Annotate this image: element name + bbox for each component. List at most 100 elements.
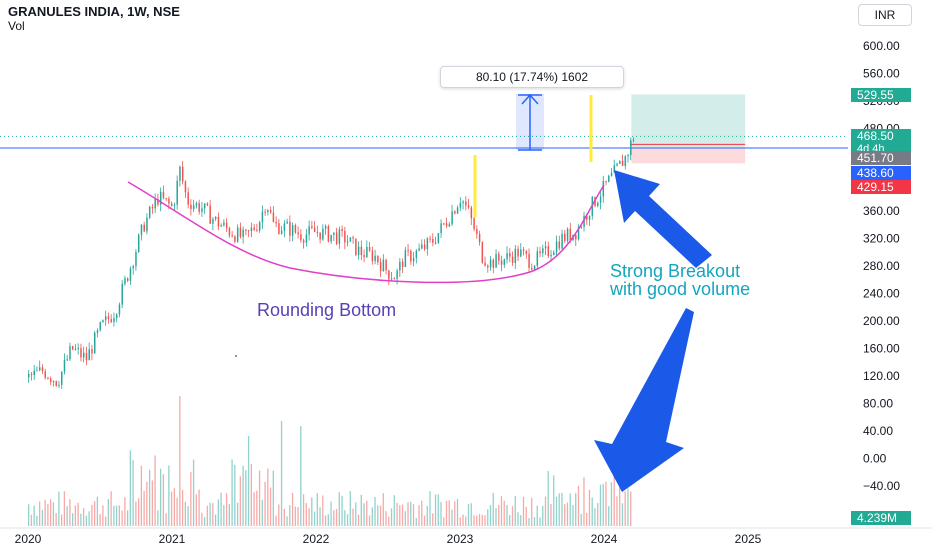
last-price-tag: 468.50 <box>851 129 911 143</box>
symbol-title[interactable]: GRANULES INDIA, 1W, NSE <box>8 4 180 19</box>
candle-body <box>346 241 349 243</box>
candle-body <box>275 221 277 224</box>
volume-bar <box>187 506 189 526</box>
volume-bar <box>28 504 30 526</box>
candle-body <box>550 254 552 257</box>
volume-bar <box>217 499 219 526</box>
volume-bar <box>454 501 456 526</box>
candle-body <box>605 180 607 182</box>
candle-body <box>432 238 434 243</box>
candle-body <box>360 246 363 256</box>
volume-bar <box>437 494 439 526</box>
volume-bar <box>85 515 88 526</box>
volume-bar <box>198 489 200 526</box>
volume-bar <box>102 505 104 526</box>
candle-body <box>517 248 519 257</box>
candle-body <box>283 223 286 231</box>
candle-body <box>124 278 126 284</box>
volume-bar <box>60 514 63 526</box>
candle-body <box>214 216 217 219</box>
rounding-bottom-curve <box>127 181 605 284</box>
candle-body <box>80 348 82 358</box>
volume-bar <box>190 472 192 526</box>
candle-body <box>55 381 57 386</box>
candle-body <box>481 242 484 263</box>
candle-body <box>470 207 473 219</box>
volume-bar <box>322 495 324 526</box>
candle-body <box>390 278 393 280</box>
candle-body <box>113 318 115 323</box>
candle-body <box>322 228 324 240</box>
x-tick-label: 2022 <box>303 532 330 546</box>
candle-body <box>588 215 591 220</box>
volume-bar <box>300 426 302 526</box>
volume-bar <box>443 517 445 526</box>
volume-bar <box>82 508 85 526</box>
volume-bar <box>544 496 547 526</box>
candle-body <box>500 260 503 265</box>
candle-body <box>520 249 522 257</box>
volume-bar <box>333 510 335 526</box>
volume-bar <box>410 501 412 526</box>
volume-bar <box>555 496 558 526</box>
candle-body <box>36 370 38 372</box>
volume-bar <box>179 396 181 526</box>
volume-bar <box>154 455 156 526</box>
volume-bar <box>473 515 475 526</box>
volume-bar <box>484 515 486 526</box>
volume-bar <box>104 516 107 526</box>
volume-bar <box>129 450 132 526</box>
candle-body <box>399 261 401 271</box>
currency-button[interactable]: INR <box>858 4 912 26</box>
candle-body <box>217 216 220 227</box>
volume-bar <box>349 491 351 526</box>
volume-bar <box>286 516 288 526</box>
candle-body <box>220 225 222 227</box>
volume-bar <box>561 492 563 526</box>
candle-body <box>66 359 68 361</box>
volume-bar <box>613 468 615 526</box>
candle-body <box>349 237 352 242</box>
volume-bar <box>124 497 126 526</box>
candle-body <box>170 203 173 206</box>
volume-bar <box>583 477 585 526</box>
volume-bar <box>223 505 225 526</box>
volume-bar <box>399 505 401 526</box>
candle-body <box>338 229 341 244</box>
volume-bar <box>118 505 121 526</box>
volume-bar <box>91 504 93 526</box>
volume-bar <box>253 492 255 526</box>
y-tick-label: 560.00 <box>863 67 900 81</box>
candle-body <box>239 227 242 237</box>
volume-bar <box>465 516 467 526</box>
volume-bar <box>536 505 538 526</box>
volume-bar <box>162 474 165 526</box>
volume-bar <box>267 468 269 526</box>
candle-body <box>363 255 365 258</box>
x-tick-label: 2023 <box>447 532 474 546</box>
volume-bar <box>564 504 566 526</box>
volume-bar <box>467 504 470 526</box>
volume-bar <box>225 493 228 526</box>
candle-body <box>341 229 343 231</box>
volume-bar <box>495 507 497 526</box>
candle-body <box>473 218 475 230</box>
candle-body <box>291 225 294 236</box>
volume-bar <box>148 469 151 526</box>
candle-body <box>621 160 624 167</box>
level-gray-tag: 451.70 <box>851 151 911 165</box>
candle-body <box>630 140 632 156</box>
volume-bar <box>33 505 35 526</box>
annotation-breakout: Strong Breakout with good volume <box>610 262 750 298</box>
volume-bar <box>192 459 195 526</box>
volume-bar <box>283 508 285 526</box>
candle-body <box>184 181 187 193</box>
candle-body <box>236 227 239 242</box>
x-tick-label: 2020 <box>15 532 42 546</box>
volume-bar <box>289 505 291 526</box>
volume-legend[interactable]: Vol <box>8 19 25 33</box>
volume-bar <box>371 507 373 526</box>
volume-bar <box>297 507 299 526</box>
